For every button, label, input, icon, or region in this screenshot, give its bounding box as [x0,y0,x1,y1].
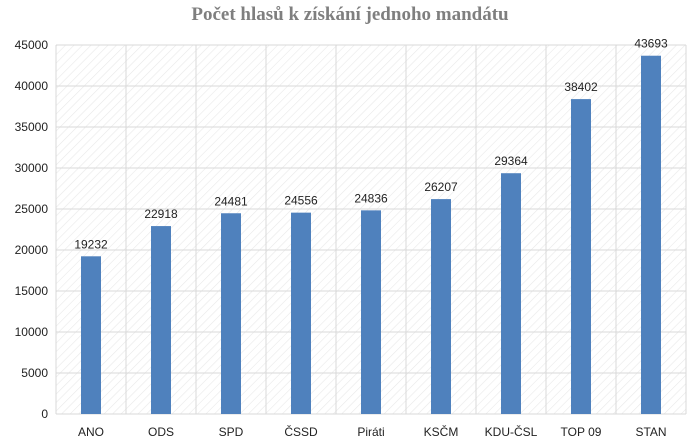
x-tick-label: ANO [78,425,104,439]
bar [221,213,241,414]
x-tick-label: KSČM [424,424,459,439]
bars [81,55,661,414]
x-tick-label: ČSSD [284,424,318,439]
y-tick-label: 0 [41,407,48,421]
bar [641,55,661,414]
x-tick-label: SPD [219,425,244,439]
y-tick-label: 20000 [15,243,49,257]
chart-title: Počet hlasů k získání jednoho mandátu [191,4,509,25]
y-tick-label: 30000 [15,161,49,175]
data-label: 29364 [494,154,528,168]
data-label: 24836 [354,191,388,205]
y-tick-label: 10000 [15,325,49,339]
y-tick-label: 5000 [21,366,48,380]
x-tick-label: STAN [635,425,666,439]
data-label: 38402 [564,80,598,94]
data-label: 24481 [214,194,248,208]
y-tick-label: 25000 [15,202,49,216]
data-label: 43693 [634,37,668,51]
data-label: 22918 [144,207,178,221]
bar [431,199,451,414]
y-tick-label: 15000 [15,284,49,298]
data-label: 19232 [74,237,108,251]
data-label: 24556 [284,194,318,208]
bar [291,212,311,414]
labels: 0 5000 10000 15000 20000 25000 30000 35000 40000… [15,37,668,439]
bar [151,226,171,414]
data-label: 26207 [424,180,458,194]
bar [361,210,381,414]
y-tick-label: 40000 [15,79,49,93]
x-tick-label: ODS [148,425,174,439]
x-tick-label: KDU-ČSL [485,424,538,439]
y-tick-label: 45000 [15,38,49,52]
bar [571,99,591,414]
x-tick-label: TOP 09 [561,425,602,439]
bar [501,173,521,414]
y-tick-label: 35000 [15,120,49,134]
bar [81,256,101,414]
x-tick-label: Piráti [357,425,384,439]
